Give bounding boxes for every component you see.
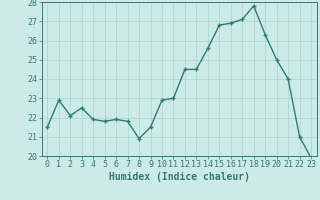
X-axis label: Humidex (Indice chaleur): Humidex (Indice chaleur) (109, 172, 250, 182)
